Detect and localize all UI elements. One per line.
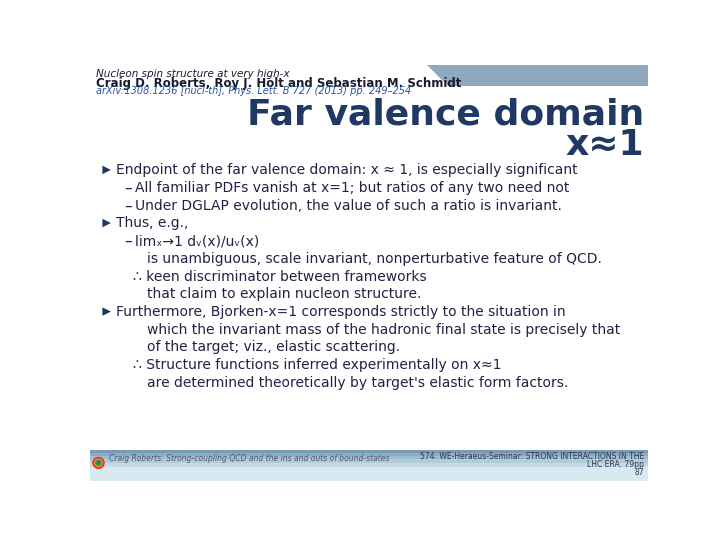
Polygon shape	[102, 219, 111, 227]
Circle shape	[92, 457, 104, 469]
Text: Endpoint of the far valence domain: x ≈ 1, is especially significant: Endpoint of the far valence domain: x ≈ …	[117, 164, 578, 177]
Text: ∴ keen discriminator between frameworks: ∴ keen discriminator between frameworks	[133, 269, 427, 284]
Text: Far valence domain: Far valence domain	[247, 97, 644, 131]
Text: Nucleon spin structure at very high-x: Nucleon spin structure at very high-x	[96, 69, 290, 79]
Text: –: –	[124, 181, 132, 196]
Bar	[90, 463, 648, 467]
Text: that claim to explain nucleon structure.: that claim to explain nucleon structure.	[148, 287, 422, 301]
Text: which the invariant mass of the hadronic final state is precisely that: which the invariant mass of the hadronic…	[148, 323, 621, 337]
Text: of the target; viz., elastic scattering.: of the target; viz., elastic scattering.	[148, 340, 400, 354]
Text: –: –	[124, 199, 132, 214]
Bar	[90, 467, 648, 481]
Bar	[90, 453, 648, 456]
Polygon shape	[427, 65, 648, 86]
Text: All familiar PDFs vanish at x=1; but ratios of any two need not: All familiar PDFs vanish at x=1; but rat…	[135, 181, 570, 195]
Text: –: –	[124, 234, 132, 249]
Text: x≈1: x≈1	[565, 128, 644, 162]
Text: limₓ→1 dᵥ(x)/uᵥ(x): limₓ→1 dᵥ(x)/uᵥ(x)	[135, 234, 259, 248]
Text: Craig D. Roberts, Roy J. Holt and Sebastian M. Schmidt: Craig D. Roberts, Roy J. Holt and Sebast…	[96, 77, 462, 90]
Text: Craig Roberts: Strong-coupling QCD and the ins and outs of bound-states: Craig Roberts: Strong-coupling QCD and t…	[109, 454, 389, 463]
Text: are determined theoretically by target's elastic form factors.: are determined theoretically by target's…	[148, 376, 569, 390]
Text: arXiv:1308.1236 [nucl-th], Phys. Lett. B 727 (2013) pp. 249–254: arXiv:1308.1236 [nucl-th], Phys. Lett. B…	[96, 86, 411, 96]
Text: Thus, e.g.,: Thus, e.g.,	[117, 217, 189, 231]
Circle shape	[96, 460, 102, 466]
Text: LHC ERA. 79pp: LHC ERA. 79pp	[588, 460, 644, 469]
Text: is unambiguous, scale invariant, nonperturbative feature of QCD.: is unambiguous, scale invariant, nonpert…	[148, 252, 602, 266]
Bar	[90, 456, 648, 459]
Text: Under DGLAP evolution, the value of such a ratio is invariant.: Under DGLAP evolution, the value of such…	[135, 199, 562, 213]
Circle shape	[94, 458, 103, 468]
Bar	[90, 450, 648, 453]
Text: 574. WE-Heraeus-Seminar: STRONG INTERACTIONS IN THE: 574. WE-Heraeus-Seminar: STRONG INTERACT…	[420, 452, 644, 461]
Text: 87: 87	[634, 468, 644, 476]
Polygon shape	[102, 307, 111, 316]
Bar	[90, 459, 648, 463]
Text: Furthermore, Bjorken-x=1 corresponds strictly to the situation in: Furthermore, Bjorken-x=1 corresponds str…	[117, 305, 566, 319]
Polygon shape	[102, 166, 111, 174]
Text: ∴ Structure functions inferred experimentally on x≈1: ∴ Structure functions inferred experimen…	[133, 358, 502, 372]
Circle shape	[97, 461, 100, 464]
